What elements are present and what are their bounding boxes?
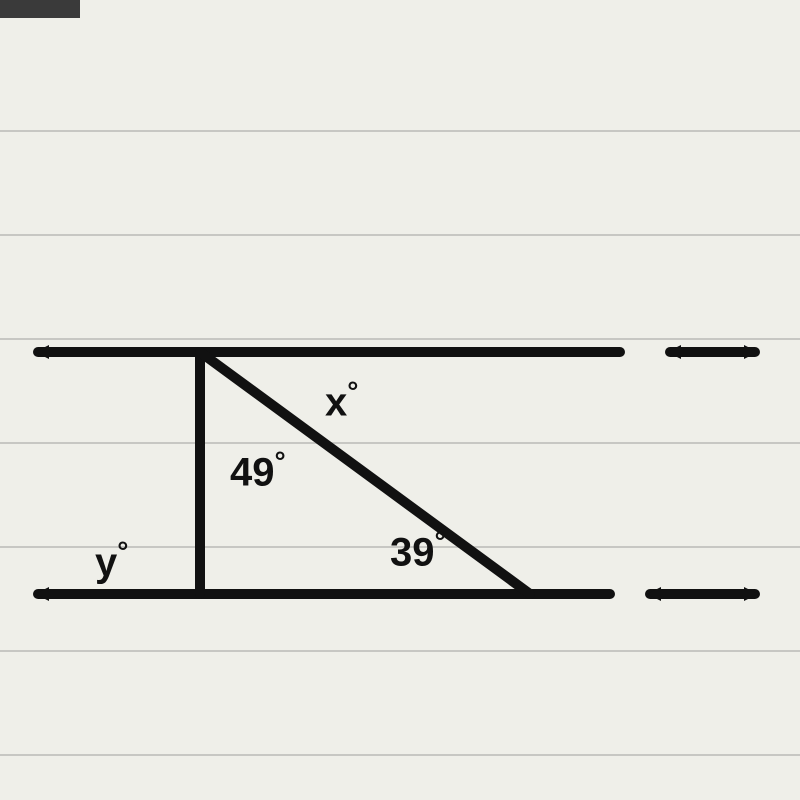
degree-symbol: ° — [347, 376, 358, 407]
angle-39-label: 39° — [390, 526, 446, 575]
angle-y-value: y — [95, 540, 117, 584]
paper-rule — [0, 234, 800, 236]
angle-diagram: x° 49° 39° y° — [10, 336, 780, 616]
degree-symbol: ° — [117, 536, 128, 567]
angle-39-value: 39 — [390, 530, 435, 574]
paper-rule — [0, 650, 800, 652]
degree-symbol: ° — [275, 446, 286, 477]
angle-y-label: y° — [95, 536, 128, 585]
angle-49-value: 49 — [230, 450, 275, 494]
angle-49-label: 49° — [230, 446, 286, 495]
paper-rule — [0, 130, 800, 132]
angle-x-label: x° — [325, 376, 358, 425]
paper-rule — [0, 754, 800, 756]
window-chrome-fragment — [0, 0, 80, 18]
degree-symbol: ° — [435, 526, 446, 557]
angle-x-value: x — [325, 380, 347, 424]
